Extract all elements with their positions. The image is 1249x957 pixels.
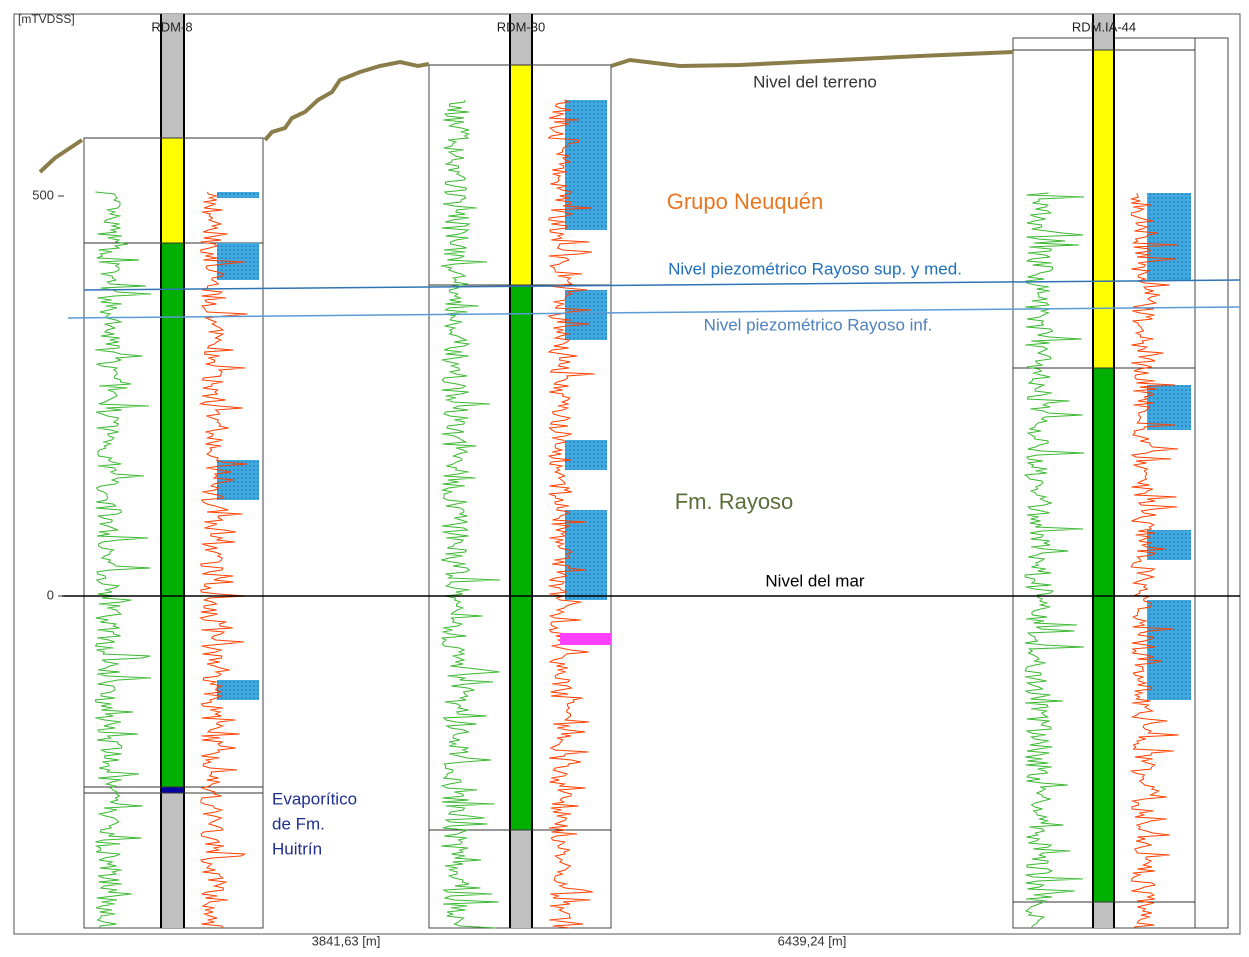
sand-fill [1147, 385, 1191, 430]
sea-level-label: Nivel del mar [765, 571, 865, 590]
resistivity-curve [547, 99, 595, 929]
terrain-line [263, 59, 430, 142]
evaporite-label: Huitrín [272, 839, 322, 858]
sand-fill [1147, 530, 1191, 560]
piezo-lower-line [67, 306, 1241, 319]
resistivity-curve [198, 191, 248, 929]
lithology [1094, 50, 1113, 368]
evaporite-label: Evaporítico [272, 789, 357, 808]
frame [13, 13, 1241, 935]
lithology [162, 14, 183, 138]
lithology [1094, 14, 1113, 50]
well-name: RDM.IA-44 [1072, 19, 1136, 34]
sand-fill [217, 680, 259, 700]
gamma-curve [1023, 192, 1085, 928]
extra-track [1194, 37, 1229, 929]
terrain-line [38, 138, 84, 174]
sand-fill [217, 460, 259, 500]
terrain-line [610, 50, 1014, 69]
formation-label: Fm. Rayoso [675, 489, 794, 514]
well-name: RDM-30 [497, 19, 545, 34]
resistivity-curve [1129, 192, 1179, 928]
lithology [511, 285, 531, 830]
lithology [1094, 902, 1113, 928]
piezo-upper-label: Nivel piezométrico Rayoso sup. y med. [668, 259, 962, 278]
sand-fill [565, 440, 607, 470]
lithology [511, 65, 531, 285]
well-name: RDM-8 [151, 19, 192, 34]
axis-unit: [mTVDSS] [18, 12, 75, 26]
lithology [1094, 368, 1113, 902]
lithology [511, 14, 531, 65]
distance-label: 6439,24 [m] [778, 933, 847, 948]
lithology [162, 793, 183, 928]
gamma-curve [94, 191, 152, 929]
group-label: Grupo Neuquén [667, 189, 824, 214]
lithology [162, 243, 183, 787]
wells [83, 14, 1229, 929]
lithology [511, 830, 531, 928]
gamma-curve [440, 99, 500, 929]
lithology [162, 138, 183, 243]
lithology [162, 787, 183, 793]
tick-label: 500 [32, 187, 54, 202]
sand-fill [565, 510, 607, 600]
piezo-upper-line [83, 279, 1241, 291]
piezo-lower-label: Nivel piezométrico Rayoso inf. [704, 315, 933, 334]
sand-fill [1147, 193, 1191, 280]
distance-label: 3841,63 [m] [312, 933, 381, 948]
evaporite-label: de Fm. [272, 814, 325, 833]
sand-fill [560, 633, 611, 645]
sand-fill [1147, 600, 1191, 700]
sand-fill [217, 192, 259, 198]
sand-fill [565, 290, 607, 340]
terrain-label: Nivel del terreno [753, 72, 877, 91]
tick-label: 0 [47, 587, 54, 602]
